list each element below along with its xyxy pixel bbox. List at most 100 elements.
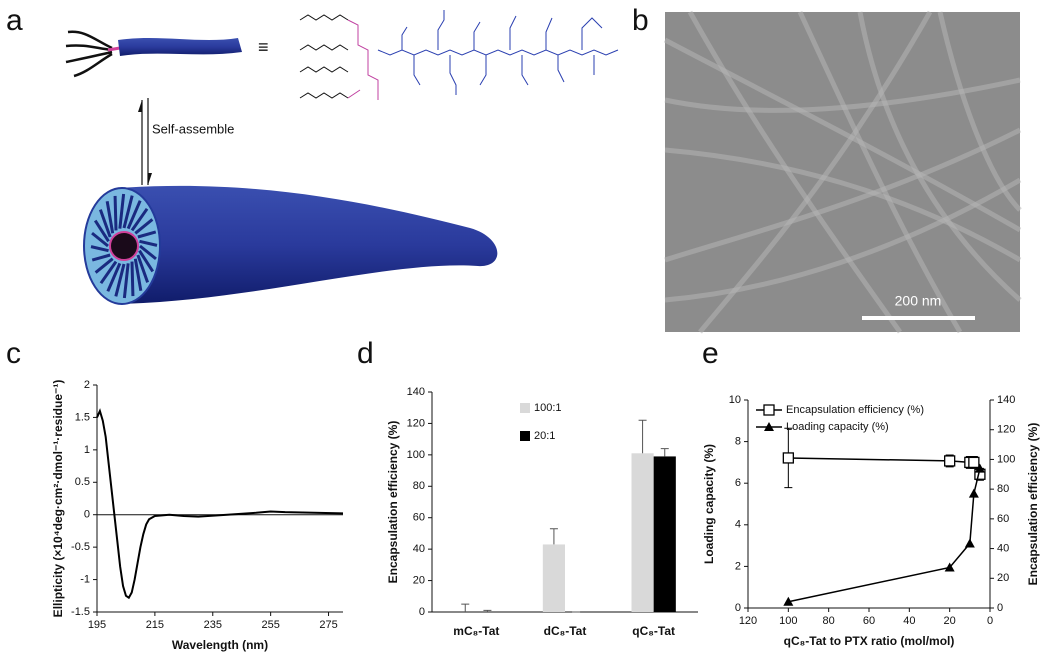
error-bar xyxy=(549,528,558,545)
x-tick-label: qC₈-Tat xyxy=(632,624,675,638)
y-tick-label: 6 xyxy=(735,477,741,489)
y-tick-label: 120 xyxy=(407,417,425,429)
y2-tick-label: 100 xyxy=(997,453,1015,465)
legend-label: 20:1 xyxy=(534,430,555,442)
marker xyxy=(944,455,956,467)
error-bar xyxy=(461,603,470,612)
y-tick-label: 20 xyxy=(413,574,425,586)
y-tick-label: 40 xyxy=(413,543,425,555)
x-tick-label: 120 xyxy=(739,615,757,627)
y-tick-label: 0 xyxy=(735,602,741,614)
y-tick-label: 1.5 xyxy=(75,411,90,423)
y-tick-label: 0 xyxy=(84,509,90,521)
spoke xyxy=(136,254,150,283)
y2-tick-label: 0 xyxy=(997,602,1003,614)
panel-label: c xyxy=(6,337,21,370)
error-bar xyxy=(483,609,492,612)
x-tick-label: 235 xyxy=(204,619,222,631)
arrow-label: Self-assemble xyxy=(152,121,234,136)
error-bar xyxy=(638,419,647,454)
bar xyxy=(631,453,654,612)
marker xyxy=(764,422,774,431)
schematic: Self-assemble ≡ xyxy=(65,10,619,305)
x-tick-label: 60 xyxy=(863,615,875,627)
error-bar xyxy=(660,448,669,457)
spoke xyxy=(126,200,142,230)
y-tick-label: 100 xyxy=(407,449,425,461)
bar xyxy=(653,456,676,612)
y-tick-label: -0.5 xyxy=(71,541,90,553)
y2-tick-label: 20 xyxy=(997,572,1009,584)
spoke xyxy=(139,239,158,247)
panel-label: b xyxy=(632,4,649,37)
bar xyxy=(542,544,565,612)
spoke xyxy=(114,263,126,297)
spoke xyxy=(118,193,126,229)
y-tick-label: 2 xyxy=(735,560,741,572)
spoke xyxy=(93,219,110,243)
y-tick-label: 2 xyxy=(84,379,90,391)
x-tick-label: dC₈-Tat xyxy=(544,624,587,638)
marker xyxy=(782,452,794,464)
x-tick-label: 255 xyxy=(261,619,279,631)
legend-label: Encapsulation efficiency (%) xyxy=(786,404,924,416)
y-axis-title: Loading capacity (%) xyxy=(702,444,716,564)
x-tick-label: 275 xyxy=(319,619,337,631)
y-tick-label: 8 xyxy=(735,436,741,448)
series-line xyxy=(788,468,981,603)
panel-label: d xyxy=(357,337,374,370)
y2-axis-title: Encapsulation efficiency (%) xyxy=(1026,423,1040,586)
marker xyxy=(964,538,975,548)
spoke xyxy=(90,245,109,253)
y2-tick-label: 80 xyxy=(997,483,1009,495)
x-tick-label: 215 xyxy=(146,619,164,631)
y-tick-label: 140 xyxy=(407,386,425,398)
y-axis-title: Ellipticity (×10⁴deg·cm²·dmol⁻¹·residue⁻… xyxy=(51,380,65,618)
y2-tick-label: 140 xyxy=(997,394,1015,406)
y-tick-label: 1 xyxy=(84,444,90,456)
spoke xyxy=(98,209,112,238)
y-tick-label: 10 xyxy=(729,394,741,406)
spoke xyxy=(122,263,130,299)
spoke xyxy=(138,249,155,273)
y2-tick-label: 120 xyxy=(997,424,1015,436)
legend-label: 100:1 xyxy=(534,402,562,414)
panel-label: a xyxy=(6,4,23,37)
marker xyxy=(944,562,955,572)
y-tick-label: 4 xyxy=(735,519,741,531)
spoke xyxy=(91,253,111,262)
x-tick-label: 40 xyxy=(903,615,915,627)
spoke xyxy=(139,244,157,261)
legend-swatch xyxy=(520,403,530,413)
y-tick-label: 60 xyxy=(413,512,425,524)
y-tick-label: 0.5 xyxy=(75,476,90,488)
micrograph: 200 nm xyxy=(663,10,1022,334)
x-tick-label: 0 xyxy=(987,615,993,627)
x-tick-label: 195 xyxy=(88,619,106,631)
marker xyxy=(968,488,979,498)
x-tick-label: 20 xyxy=(944,615,956,627)
panel-label: e xyxy=(702,337,719,370)
spoke xyxy=(137,230,157,239)
scale-bar-label: 200 nm xyxy=(895,293,942,309)
spoke xyxy=(91,231,109,248)
y2-tick-label: 60 xyxy=(997,513,1009,525)
x-axis-title: Wavelength (nm) xyxy=(172,638,268,652)
spoke xyxy=(130,207,149,232)
legend-label: Loading capacity (%) xyxy=(786,421,889,433)
spoke xyxy=(133,258,143,291)
marker xyxy=(968,456,980,469)
y-tick-label: -1.5 xyxy=(71,606,90,618)
x-axis-title: qC₈-Tat to PTX ratio (mol/mol) xyxy=(784,634,955,648)
marker xyxy=(763,404,775,416)
spoke xyxy=(130,261,135,297)
marker xyxy=(783,596,794,606)
spoke xyxy=(134,218,154,235)
line xyxy=(96,408,344,600)
y-tick-label: -1 xyxy=(80,573,90,585)
spoke xyxy=(99,260,118,285)
spoke xyxy=(122,195,134,229)
x-tick-label: 100 xyxy=(779,615,797,627)
spoke xyxy=(105,201,115,234)
